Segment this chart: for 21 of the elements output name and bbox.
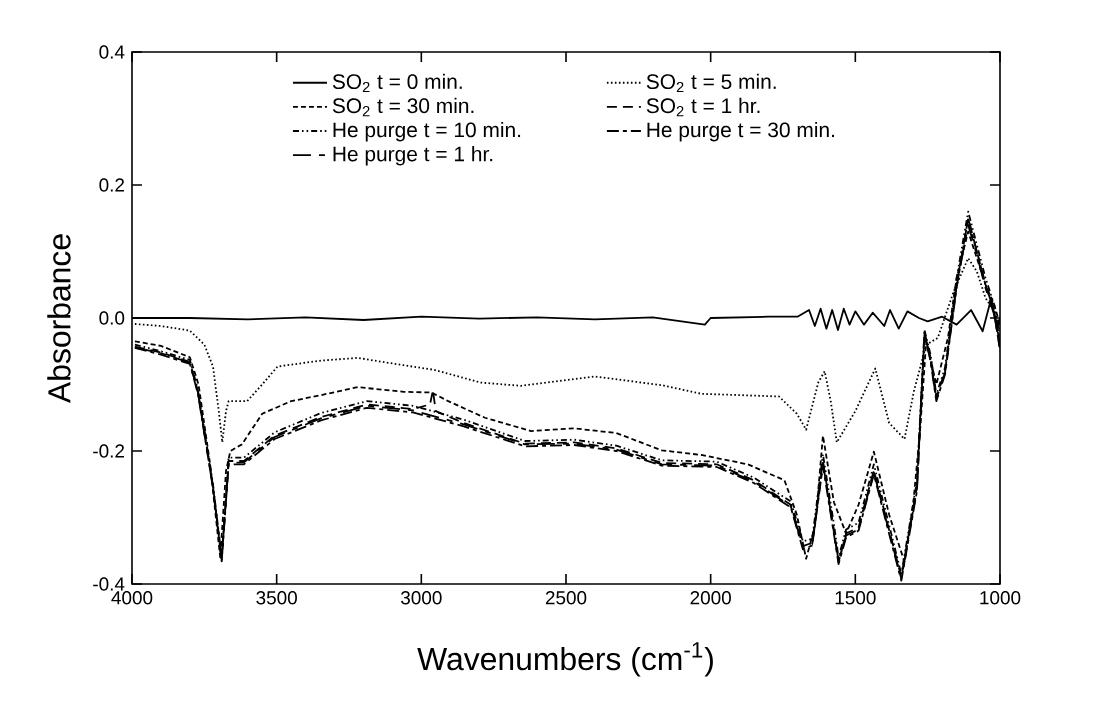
x-tick-label: 4000 (111, 591, 153, 605)
y-tick-label: -0.4 (93, 577, 125, 591)
x-tick-label: 2000 (690, 591, 731, 605)
legend-label: SO$_{2}$ t = 0 min. (332, 73, 462, 93)
y-tick-label: 0.2 (99, 178, 125, 192)
legend-label: SO$_{2}$ t = 5 min. (646, 73, 776, 93)
legend-label: He purge t = 10 min. (333, 121, 521, 142)
legend-label: SO$_{2}$ t = 1 hr. (646, 97, 760, 117)
y-tick-label: 0.4 (99, 45, 125, 59)
x-axis-title: Wavenumbers (cm$^{-1}$) (417, 642, 713, 677)
x-tick-label: 3500 (256, 591, 297, 605)
y-axis-title: Absorbance (47, 234, 71, 404)
legend-label: He purge t = 30 min. (647, 121, 834, 142)
x-tick-label: 2500 (545, 591, 587, 605)
y-tick-label: -0.2 (93, 444, 125, 458)
y-tick-label: 0.0 (99, 311, 125, 325)
x-tick-label: 1000 (980, 591, 1021, 605)
x-tick-label: 3000 (400, 591, 442, 605)
legend-label: SO$_{2}$ t = 30 min. (332, 97, 474, 117)
legend-label: He purge t = 1 hr. (333, 146, 493, 166)
x-tick-label: 1500 (835, 591, 876, 605)
